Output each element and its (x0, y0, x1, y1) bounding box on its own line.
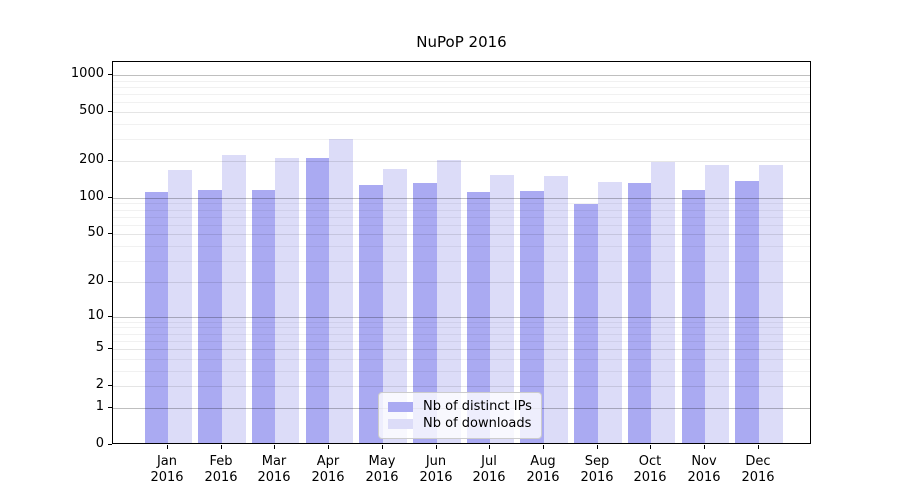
x-tick-mark-dec (758, 445, 759, 449)
y-tick-label-10: 10 (87, 308, 104, 323)
x-tick-label-jun: Jun 2016 (419, 454, 453, 485)
x-tick-label-apr: Apr 2016 (311, 454, 345, 485)
y-tick-mark-2 (108, 385, 112, 386)
y-tick-label-1000: 1000 (70, 66, 104, 81)
y-tick-mark-0 (108, 444, 112, 445)
x-tick-mark-jun (436, 445, 437, 449)
bar-distinct-ips-nov (682, 190, 706, 443)
y-tick-mark-10 (108, 316, 112, 317)
bar-downloads-oct (651, 162, 675, 443)
y-tick-mark-1 (108, 407, 112, 408)
x-tick-mark-may (382, 445, 383, 449)
y-tick-label-5: 5 (95, 340, 104, 355)
x-tick-label-oct: Oct 2016 (633, 454, 667, 485)
legend-item-distinct-ips: Nb of distinct IPs (388, 398, 532, 415)
x-tick-label-jul: Jul 2016 (472, 454, 506, 485)
bar-distinct-ips-sep (574, 204, 598, 443)
bar-distinct-ips-oct (628, 183, 652, 443)
bars-layer (113, 62, 810, 443)
bar-downloads-dec (759, 165, 783, 443)
x-tick-mark-oct (650, 445, 651, 449)
legend: Nb of distinct IPs Nb of downloads (378, 392, 542, 439)
x-tick-label-dec: Dec 2016 (741, 454, 775, 485)
y-tick-label-1: 1 (95, 399, 104, 414)
x-tick-mark-sep (597, 445, 598, 449)
y-tick-mark-1000 (108, 74, 112, 75)
bar-distinct-ips-jan (145, 192, 169, 443)
bar-distinct-ips-mar (252, 190, 276, 443)
bar-downloads-apr (329, 139, 353, 443)
x-tick-mark-nov (704, 445, 705, 449)
x-tick-label-jan: Jan 2016 (150, 454, 184, 485)
x-tick-label-sep: Sep 2016 (580, 454, 614, 485)
y-tick-label-500: 500 (79, 103, 104, 118)
x-tick-label-feb: Feb 2016 (204, 454, 238, 485)
y-tick-label-20: 20 (87, 273, 104, 288)
legend-label-downloads: Nb of downloads (423, 416, 532, 431)
y-tick-mark-500 (108, 111, 112, 112)
y-tick-label-50: 50 (87, 225, 104, 240)
bar-distinct-ips-apr (306, 158, 330, 443)
x-tick-mark-apr (328, 445, 329, 449)
bar-downloads-mar (275, 158, 299, 443)
legend-item-downloads: Nb of downloads (388, 415, 532, 432)
legend-swatch-downloads (388, 418, 413, 429)
y-tick-mark-20 (108, 281, 112, 282)
x-tick-label-aug: Aug 2016 (526, 454, 560, 485)
chart-title: NuPoP 2016 (416, 33, 507, 51)
y-tick-label-2: 2 (95, 377, 104, 392)
bar-downloads-sep (598, 182, 622, 443)
legend-label-distinct-ips: Nb of distinct IPs (423, 399, 532, 414)
x-tick-label-nov: Nov 2016 (687, 454, 721, 485)
legend-swatch-distinct-ips (388, 401, 413, 412)
y-tick-mark-50 (108, 233, 112, 234)
y-tick-mark-100 (108, 197, 112, 198)
x-tick-mark-feb (221, 445, 222, 449)
x-tick-mark-mar (274, 445, 275, 449)
bar-downloads-jan (168, 170, 192, 443)
bar-distinct-ips-dec (735, 181, 759, 443)
y-tick-label-100: 100 (79, 189, 104, 204)
plot-area (112, 61, 811, 444)
x-tick-mark-jul (489, 445, 490, 449)
bar-distinct-ips-feb (198, 190, 222, 443)
y-tick-mark-200 (108, 160, 112, 161)
x-tick-mark-aug (543, 445, 544, 449)
y-tick-label-0: 0 (95, 436, 104, 451)
bar-downloads-aug (544, 176, 568, 443)
x-tick-label-may: May 2016 (365, 454, 399, 485)
y-tick-mark-5 (108, 348, 112, 349)
x-tick-mark-jan (167, 445, 168, 449)
y-tick-label-200: 200 (79, 152, 104, 167)
x-tick-label-mar: Mar 2016 (257, 454, 291, 485)
bar-downloads-nov (705, 165, 729, 443)
bar-downloads-feb (222, 155, 246, 443)
